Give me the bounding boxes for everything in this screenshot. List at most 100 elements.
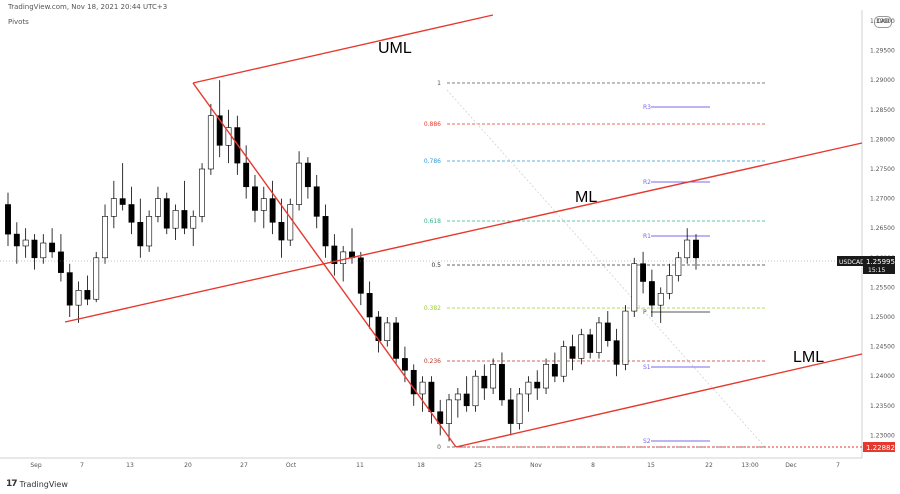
pitchfork-label: LML	[793, 349, 824, 366]
candle-body	[313, 186, 320, 217]
x-tick-label: Oct	[286, 462, 297, 469]
brand-name: TradingView	[19, 479, 68, 489]
candle-body	[146, 216, 153, 247]
fib-level-label: 0.618	[424, 218, 441, 225]
x-tick-label: 18	[417, 462, 425, 469]
candles-layer	[0, 80, 862, 442]
candle-body	[499, 364, 505, 401]
candle-body	[578, 334, 585, 359]
fib-level-label: 0	[437, 444, 441, 451]
symbol-tag: USDCAD	[839, 259, 865, 266]
candle-body	[410, 369, 417, 395]
candle-body	[207, 115, 214, 170]
candle-body	[428, 381, 435, 413]
last-price-label: 1.25995	[866, 258, 895, 266]
pivot-level-label: R3	[643, 104, 651, 111]
y-tick-label: 1.30000	[870, 18, 895, 25]
candle-body	[322, 216, 329, 247]
candle-body	[596, 322, 602, 353]
candle-body	[437, 411, 444, 424]
candle-body	[137, 221, 144, 247]
fib-level-label: 0.236	[424, 358, 441, 365]
candle-body	[75, 290, 82, 306]
footer-brand[interactable]: 17 TradingView	[6, 479, 68, 489]
candle-body	[666, 275, 673, 294]
pivot-level-label: P	[643, 309, 647, 316]
candle-body	[163, 198, 170, 229]
fib-level-label: 0.382	[424, 305, 441, 312]
x-tick-label: 7	[836, 462, 840, 469]
pivot-layer: R3 R2 R1 P S1 S2	[643, 104, 710, 445]
candle-body	[525, 381, 532, 395]
y-tick-label: 1.23500	[870, 403, 895, 410]
candle-body	[463, 393, 470, 407]
candle-body	[587, 334, 594, 353]
candle-body	[675, 257, 682, 276]
currency-badge[interactable]: CAD	[874, 16, 892, 28]
candle-body	[252, 186, 258, 211]
candle-body	[93, 257, 100, 300]
x-tick-label: Sep	[30, 462, 42, 469]
candle-body	[640, 263, 647, 282]
candle-body	[128, 204, 135, 223]
candle-body	[657, 293, 664, 306]
candle-body	[331, 245, 338, 265]
candle-body	[84, 290, 91, 300]
candle-body	[5, 204, 11, 235]
candle-body	[102, 216, 108, 259]
pivot-level-label: R2	[643, 179, 651, 186]
candle-body	[534, 381, 541, 389]
candle-body	[22, 239, 29, 247]
candle-body	[304, 162, 311, 188]
y-tick-label: 1.23000	[870, 432, 895, 439]
y-tick-label: 1.28500	[870, 107, 895, 114]
y-tick-label: 1.29500	[870, 48, 895, 55]
x-tick-label: 7	[80, 462, 84, 469]
pivot-level-label: S1	[643, 364, 651, 371]
x-tick-label: 25	[474, 462, 482, 469]
y-tick-label: 1.28000	[870, 136, 895, 143]
candle-body	[49, 242, 56, 253]
candle-body	[419, 381, 426, 395]
candle-body	[243, 162, 250, 188]
candle-body	[57, 251, 64, 273]
x-tick-label: 13	[126, 462, 134, 469]
fib-level-label: 0.886	[424, 121, 441, 128]
candle-body	[340, 251, 347, 265]
upper-median-line	[192, 14, 494, 84]
y-tick-label: 1.29000	[870, 77, 895, 84]
candle-body	[296, 162, 303, 205]
chart-source-header: TradingView.com, Nov 18, 2021 20:44 UTC+…	[8, 3, 167, 11]
y-tick-label: 1.27500	[870, 166, 895, 173]
indicator-label: Pivots	[8, 18, 29, 26]
x-tick-label: Dec	[785, 462, 797, 469]
y-tick-label: 1.24000	[870, 373, 895, 380]
candle-body	[631, 263, 638, 312]
candle-body	[543, 364, 549, 389]
lower-median-line	[455, 353, 863, 448]
x-tick-label: 22	[705, 462, 713, 469]
pivot-level-label: S2	[643, 438, 651, 445]
candle-body	[66, 272, 73, 306]
candle-body	[172, 210, 179, 229]
symbol-tag-bg	[837, 256, 863, 266]
pitchfork-layer: UML ML LML	[64, 14, 863, 448]
last-price-tag-bg	[863, 256, 895, 274]
axes-layer: 1.30000 1.29500 1.29000 1.28500 1.28000 1.275…	[0, 10, 895, 469]
candle-body	[40, 242, 47, 259]
candle-body	[490, 364, 497, 389]
x-tick-label: 15	[647, 462, 655, 469]
candle-body	[622, 310, 629, 365]
x-tick-label: 13:00	[741, 462, 758, 469]
countdown-label: 15:15	[868, 267, 885, 274]
candle-body	[287, 204, 294, 241]
pitchfork-label: UML	[378, 40, 412, 57]
candle-body	[13, 233, 20, 247]
candle-body	[260, 198, 267, 211]
candle-body	[560, 346, 567, 377]
candle-body	[366, 293, 373, 318]
candle-body	[181, 210, 188, 229]
candle-body	[155, 198, 161, 217]
